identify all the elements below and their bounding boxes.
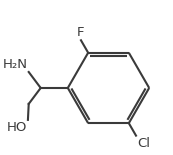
Text: HO: HO [7,121,27,134]
Text: Cl: Cl [137,137,150,150]
Text: H₂N: H₂N [2,58,28,71]
Text: F: F [77,26,85,39]
